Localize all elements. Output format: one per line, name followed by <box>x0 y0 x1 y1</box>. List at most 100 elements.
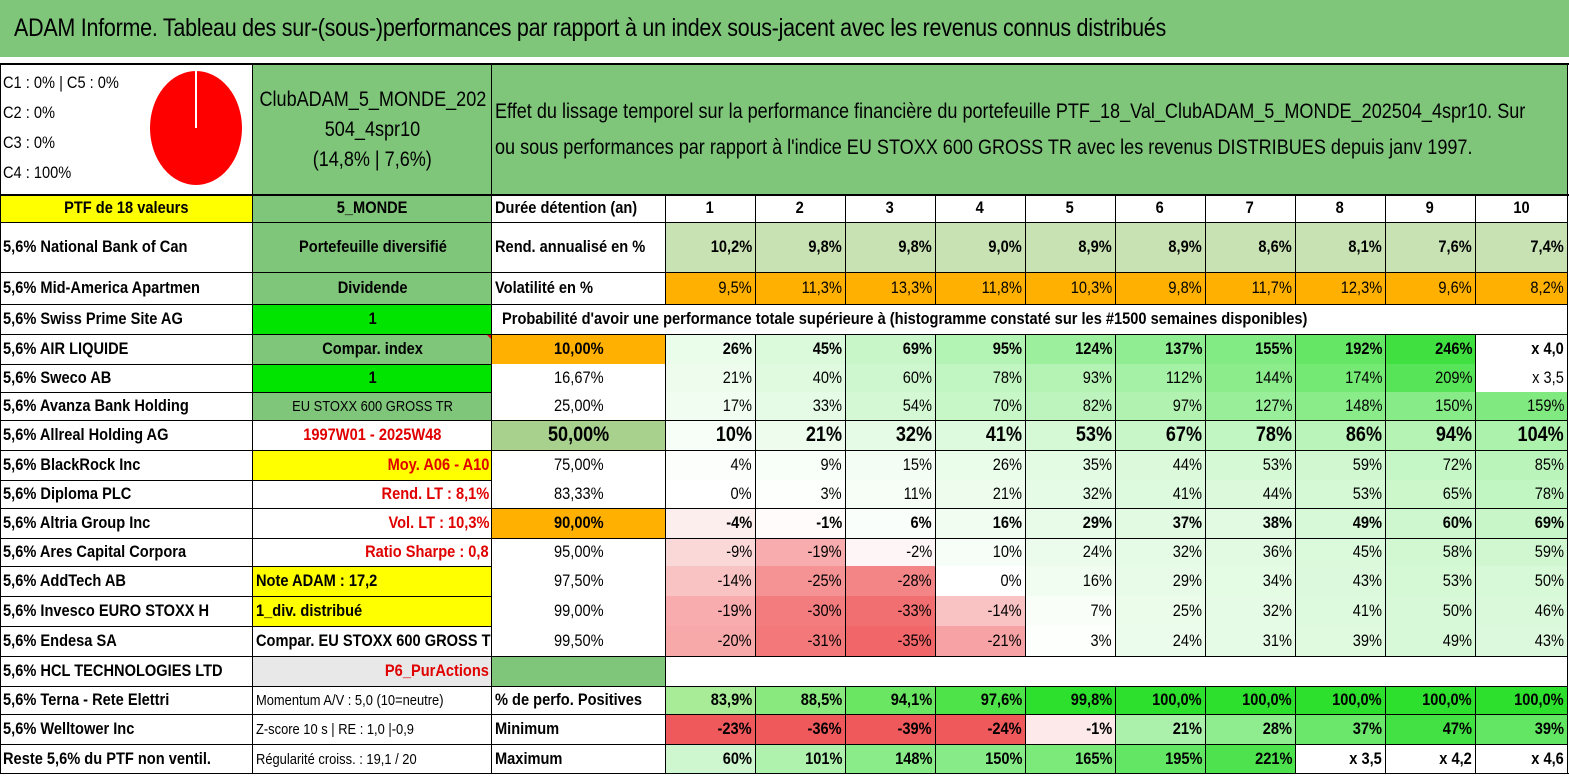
probability-value: 104% <box>1475 420 1567 450</box>
probability-value: 78% <box>1475 480 1567 508</box>
min-value-text: 39% <box>1534 719 1564 738</box>
probability-value: 3% <box>1025 626 1115 656</box>
probability-value: -25% <box>755 566 845 596</box>
probability-value: 94% <box>1385 420 1475 450</box>
vol-value: 8,2% <box>1475 272 1567 304</box>
positive-value: 100,0% <box>1205 686 1295 714</box>
probability-value: 86% <box>1295 420 1385 450</box>
vol-value: 11,7% <box>1205 272 1295 304</box>
portfolio-info-cell: Moy. A06 - A10 <box>253 450 492 480</box>
year-header: 5 <box>1025 194 1115 222</box>
probability-value: 31% <box>1205 626 1295 656</box>
probability-value-text: 69% <box>902 339 932 358</box>
probability-value: 6% <box>845 508 935 538</box>
probability-value-text: 82% <box>1082 396 1112 415</box>
max-value-text: 165% <box>1074 749 1112 768</box>
probability-value: 10% <box>935 538 1025 566</box>
probability-value-text: -4% <box>725 513 752 532</box>
probability-value: 44% <box>1205 480 1295 508</box>
probability-value-text: 3% <box>1090 631 1112 650</box>
probability-value: 174% <box>1295 364 1385 392</box>
max-value: x 3,5 <box>1295 744 1385 774</box>
probability-value-text: 16% <box>1082 571 1112 590</box>
probability-value-text: 32% <box>1172 542 1202 561</box>
vol-value: 13,3% <box>845 272 935 304</box>
description-line: Effet du lissage temporel sur la perform… <box>495 99 1526 123</box>
rend-value: 8,6% <box>1205 222 1295 272</box>
probability-value-text: 159% <box>1526 396 1564 415</box>
min-label-text: Minimum <box>495 719 560 738</box>
portfolio-info-cell: 5_MONDE <box>253 194 492 222</box>
probability-value: 26% <box>665 334 755 364</box>
max-value: x 4,2 <box>1385 744 1475 774</box>
min-value-text: 47% <box>1442 719 1472 738</box>
probability-value-text: 34% <box>1262 571 1292 590</box>
rend-value: 7,6% <box>1385 222 1475 272</box>
probability-value: 16% <box>935 508 1025 538</box>
holding-row-text: 5,6% Sweco AB <box>3 368 112 387</box>
probability-value: -21% <box>935 626 1025 656</box>
positive-value-text: 94,1% <box>890 690 932 709</box>
probability-threshold: 16,67% <box>492 364 665 392</box>
portfolio-info-cell: P6_PurActions <box>253 656 492 686</box>
vol-value-text: 9,6% <box>1438 278 1472 297</box>
probability-value: 60% <box>845 364 935 392</box>
holding-row: 5,6% Sweco AB <box>0 364 253 392</box>
vol-value-text: 13,3% <box>890 278 932 297</box>
duration-label: Durée détention (an) <box>492 194 665 222</box>
probability-value-text: 60% <box>902 368 932 387</box>
min-value-text: -39% <box>897 719 932 738</box>
probability-threshold-text: 95,00% <box>553 542 604 561</box>
rend-value-text: 7,4% <box>1530 237 1564 256</box>
holding-row: 5,6% Welltower Inc <box>0 714 253 744</box>
portfolio-info-cell: Momentum A/V : 5,0 (10=neutre) <box>253 686 492 714</box>
gridline <box>492 714 1567 715</box>
probability-value: 49% <box>1295 508 1385 538</box>
probability-value: 40% <box>755 364 845 392</box>
probability-value-text: 58% <box>1442 542 1472 561</box>
min-value-text: 37% <box>1352 719 1382 738</box>
probability-value: 82% <box>1025 392 1115 420</box>
probability-value: 155% <box>1205 334 1295 364</box>
probability-value-text: 60% <box>1442 513 1472 532</box>
holding-row: 5,6% Terna - Rete Elettri <box>0 686 253 714</box>
gridline <box>1025 334 1026 656</box>
year-header: 8 <box>1295 194 1385 222</box>
vol-label: Volatilité en % <box>492 272 665 304</box>
probability-threshold: 97,50% <box>492 566 665 596</box>
min-value: -24% <box>935 714 1025 744</box>
probability-value-text: -20% <box>717 631 752 650</box>
probability-value: 15% <box>845 450 935 480</box>
probability-value-text: 17% <box>722 396 752 415</box>
vol-value: 11,3% <box>755 272 845 304</box>
probability-value-text: 192% <box>1344 339 1382 358</box>
year-header: 4 <box>935 194 1025 222</box>
rend-value: 10,2% <box>665 222 755 272</box>
probability-value: 159% <box>1475 392 1567 420</box>
portfolio-info-cell: Portefeuille diversifié <box>253 222 492 272</box>
probability-value: 32% <box>1205 596 1295 626</box>
probability-value: 137% <box>1115 334 1205 364</box>
portfolio-info-cell-text: Z-score 10 s | RE : 1,0 |-0,9 <box>256 720 414 738</box>
vol-value-text: 9,5% <box>718 278 752 297</box>
gridline <box>0 65 1 774</box>
probability-value: 7% <box>1025 596 1115 626</box>
probability-value-text: 29% <box>1172 571 1202 590</box>
probability-threshold-text: 99,00% <box>553 601 604 620</box>
gridline <box>0 420 492 421</box>
probability-value-text: 174% <box>1344 368 1382 387</box>
max-value: 150% <box>935 744 1025 774</box>
probability-value: 50% <box>1475 566 1567 596</box>
gridline <box>1205 194 1206 304</box>
probability-value-text: 21% <box>805 423 842 446</box>
holding-row-text: 5,6% BlackRock Inc <box>3 455 141 474</box>
gridline <box>1205 686 1206 774</box>
probability-value-text: 26% <box>722 339 752 358</box>
positive-value: 100,0% <box>1115 686 1205 714</box>
comment-marker <box>486 334 492 340</box>
probability-value-text: 50% <box>1534 571 1564 590</box>
probability-threshold: 90,00% <box>492 508 665 538</box>
probability-value: 43% <box>1475 626 1567 656</box>
rend-value-text: 8,1% <box>1348 237 1382 256</box>
